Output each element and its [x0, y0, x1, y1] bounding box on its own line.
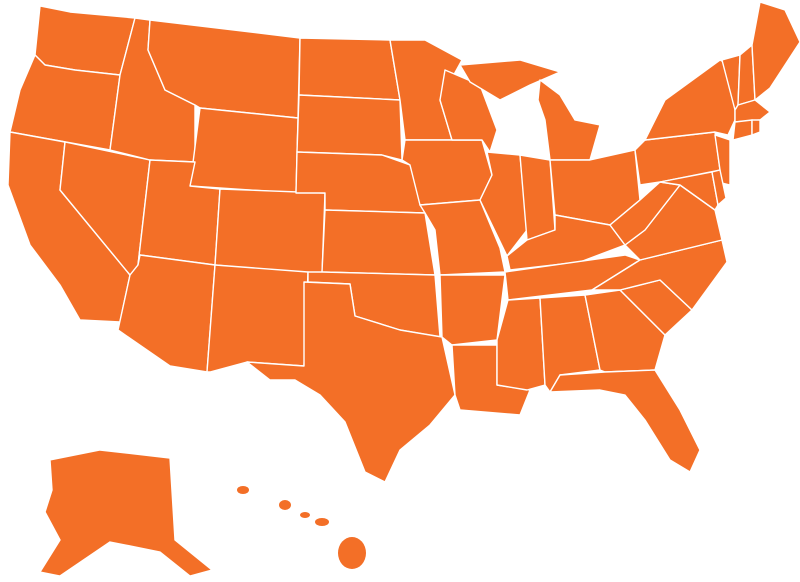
state-ks [321, 209, 436, 276]
state-ak [39, 449, 213, 577]
state-sd [296, 94, 403, 161]
state-wi [439, 69, 498, 153]
state-ct [732, 119, 753, 141]
state-mi [537, 79, 601, 161]
state-mi-upper [459, 59, 561, 101]
state-co [214, 188, 326, 276]
state-ny [644, 59, 736, 141]
state-hi-island-5 [338, 537, 366, 569]
state-md [659, 171, 719, 211]
state-hi-island-4 [315, 518, 329, 526]
state-ms [496, 297, 546, 391]
state-hi-island-3 [300, 512, 310, 518]
state-me [751, 1, 800, 101]
state-de [711, 169, 727, 206]
state-ri [751, 119, 761, 136]
state-az [117, 254, 216, 373]
state-tx [246, 281, 456, 483]
state-nj [714, 134, 731, 186]
state-fl [549, 369, 701, 473]
state-hi-island-1 [237, 486, 249, 494]
state-wa [34, 5, 136, 76]
state-hi-island-2 [279, 500, 291, 510]
state-nd [298, 37, 401, 101]
state-in [519, 154, 556, 241]
state-wy [189, 107, 299, 194]
state-ar [439, 274, 506, 346]
state-nm [206, 264, 309, 373]
